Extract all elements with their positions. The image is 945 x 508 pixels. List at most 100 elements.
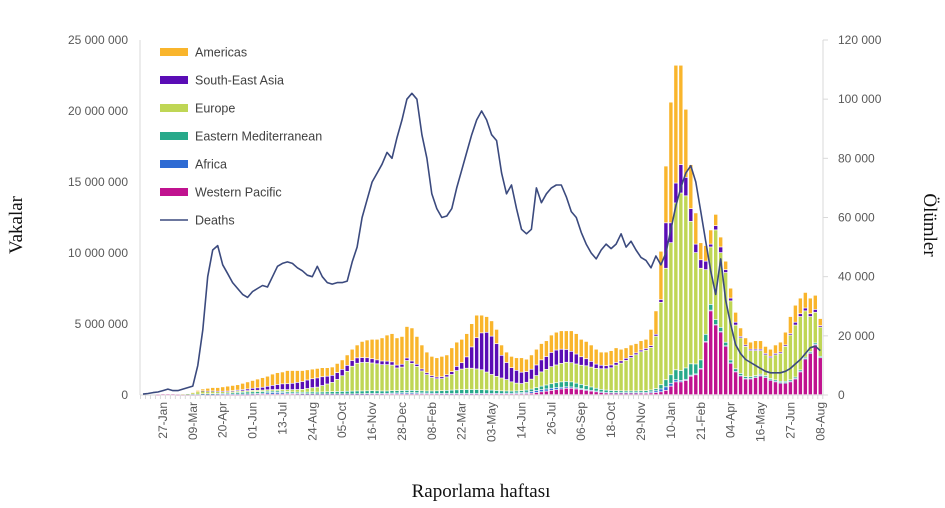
bar-segment-eastern-mediterranean <box>335 391 339 394</box>
bar-segment-eastern-mediterranean <box>624 391 628 393</box>
bar-segment-americas <box>559 331 564 349</box>
bar-segment-south-east-asia <box>544 356 549 370</box>
bar-segment-americas <box>385 335 389 361</box>
bar-segment-europe <box>469 368 474 390</box>
bar-segment-europe <box>245 391 250 392</box>
bar-segment-europe <box>808 316 813 352</box>
bar-segment-south-east-asia <box>714 226 718 230</box>
bar-segment-europe <box>524 382 529 390</box>
y2-axis-title: Ölümler <box>919 193 940 257</box>
bar-segment-americas <box>225 386 230 391</box>
x-tick-label: 26-Jul <box>544 402 558 435</box>
bar-segment-eastern-mediterranean <box>639 391 643 393</box>
bar-segment-south-east-asia <box>624 358 628 361</box>
bar-segment-africa <box>270 392 275 394</box>
bar-segment-africa <box>265 393 270 394</box>
x-tick-label: 01-Jun <box>246 402 260 439</box>
bar-segment-europe <box>211 391 215 394</box>
bar-segment-europe <box>619 363 623 391</box>
bar-segment-americas <box>728 288 733 298</box>
bar-segment-europe <box>430 377 434 391</box>
bar-segment-eastern-mediterranean <box>330 392 334 394</box>
bar-segment-south-east-asia <box>684 177 688 196</box>
bar-segment-south-east-asia <box>340 369 344 376</box>
bar-segment-americas <box>380 338 384 361</box>
bar-segment-western-pacific <box>634 393 638 395</box>
bar-segment-europe <box>365 362 369 391</box>
bar-segment-eastern-mediterranean <box>793 377 798 379</box>
bar-segment-europe <box>584 366 588 386</box>
bar-segment-south-east-asia <box>405 358 409 361</box>
bar-segment-americas <box>499 345 504 355</box>
bar-segment-europe <box>624 360 628 391</box>
bar-segment-americas <box>723 261 728 270</box>
bar-segment-africa <box>539 390 544 392</box>
bar-segment-western-pacific <box>743 379 748 395</box>
x-tick-label: 27-Jan <box>156 402 170 439</box>
bar-segment-south-east-asia <box>589 361 593 367</box>
bar-segment-south-east-asia <box>519 372 524 384</box>
bar-segment-europe <box>758 350 763 374</box>
bar-segment-europe <box>425 374 429 391</box>
bar-segment-south-east-asia <box>738 336 743 338</box>
bar-segment-south-east-asia <box>469 347 474 368</box>
bar-segment-eastern-mediterranean <box>654 389 658 391</box>
bar-segment-south-east-asia <box>704 261 708 270</box>
bar-segment-europe <box>569 363 573 382</box>
bar-segment-eastern-mediterranean <box>723 342 728 346</box>
bar-segment-eastern-mediterranean <box>718 327 723 332</box>
bar-segment-western-pacific <box>544 391 549 395</box>
legend-swatch <box>160 160 188 168</box>
bar-segment-eastern-mediterranean <box>484 390 489 394</box>
bar-segment-europe <box>300 389 305 392</box>
bar-segment-eastern-mediterranean <box>230 393 235 394</box>
bar-segment-americas <box>240 383 245 390</box>
bar-segment-western-pacific <box>654 392 658 395</box>
bar-segment-western-pacific <box>579 390 583 395</box>
bar-segment-eastern-mediterranean <box>649 390 653 392</box>
bar-segment-americas <box>584 341 588 359</box>
bar-segment-western-pacific <box>733 372 738 395</box>
bar-segment-europe <box>798 316 803 370</box>
bar-segment-eastern-mediterranean <box>340 391 344 394</box>
bar-segment-south-east-asia <box>250 388 255 391</box>
bar-segment-eastern-mediterranean <box>250 392 255 394</box>
bar-segment-eastern-mediterranean <box>539 386 544 390</box>
bar-segment-europe <box>320 385 324 392</box>
bar-segment-south-east-asia <box>614 362 618 365</box>
bar-segment-americas <box>430 356 434 376</box>
bar-segment-eastern-mediterranean <box>564 381 568 387</box>
bar-segment-europe <box>489 374 494 390</box>
bar-segment-eastern-mediterranean <box>355 391 359 394</box>
bar-segment-europe <box>689 221 693 364</box>
bar-segment-western-pacific <box>609 393 613 395</box>
bar-segment-eastern-mediterranean <box>375 391 379 394</box>
bar-segment-western-pacific <box>674 382 678 395</box>
bar-segment-americas <box>539 343 544 360</box>
bar-segment-europe <box>704 270 708 334</box>
bar-segment-americas <box>778 342 783 352</box>
bar-segment-europe <box>684 196 688 368</box>
bar-segment-europe <box>768 358 773 379</box>
bar-segment-eastern-mediterranean <box>315 392 319 394</box>
bar-segment-south-east-asia <box>718 247 723 253</box>
bar-segment-americas <box>743 338 748 345</box>
bar-segment-europe <box>519 383 524 391</box>
bar-segment-americas <box>469 324 474 347</box>
bar-segment-europe <box>714 230 718 320</box>
bar-segment-eastern-mediterranean <box>420 391 424 393</box>
bar-segment-eastern-mediterranean <box>664 380 668 387</box>
bar-segment-europe <box>484 372 489 390</box>
bar-segment-europe <box>534 375 539 388</box>
bar-segment-western-pacific <box>554 390 559 395</box>
x-tick-label: 05-Oct <box>335 401 349 438</box>
bar-segment-americas <box>773 345 778 354</box>
bar-segment-europe <box>474 369 479 390</box>
bar-segment-americas <box>300 370 305 382</box>
deaths-line-layer <box>142 92 821 395</box>
bar-segment-south-east-asia <box>365 358 369 363</box>
bar-segment-europe <box>375 364 379 391</box>
bar-segment-eastern-mediterranean <box>514 391 519 393</box>
bar-segment-eastern-mediterranean <box>265 391 270 393</box>
bar-segment-americas <box>440 356 444 377</box>
